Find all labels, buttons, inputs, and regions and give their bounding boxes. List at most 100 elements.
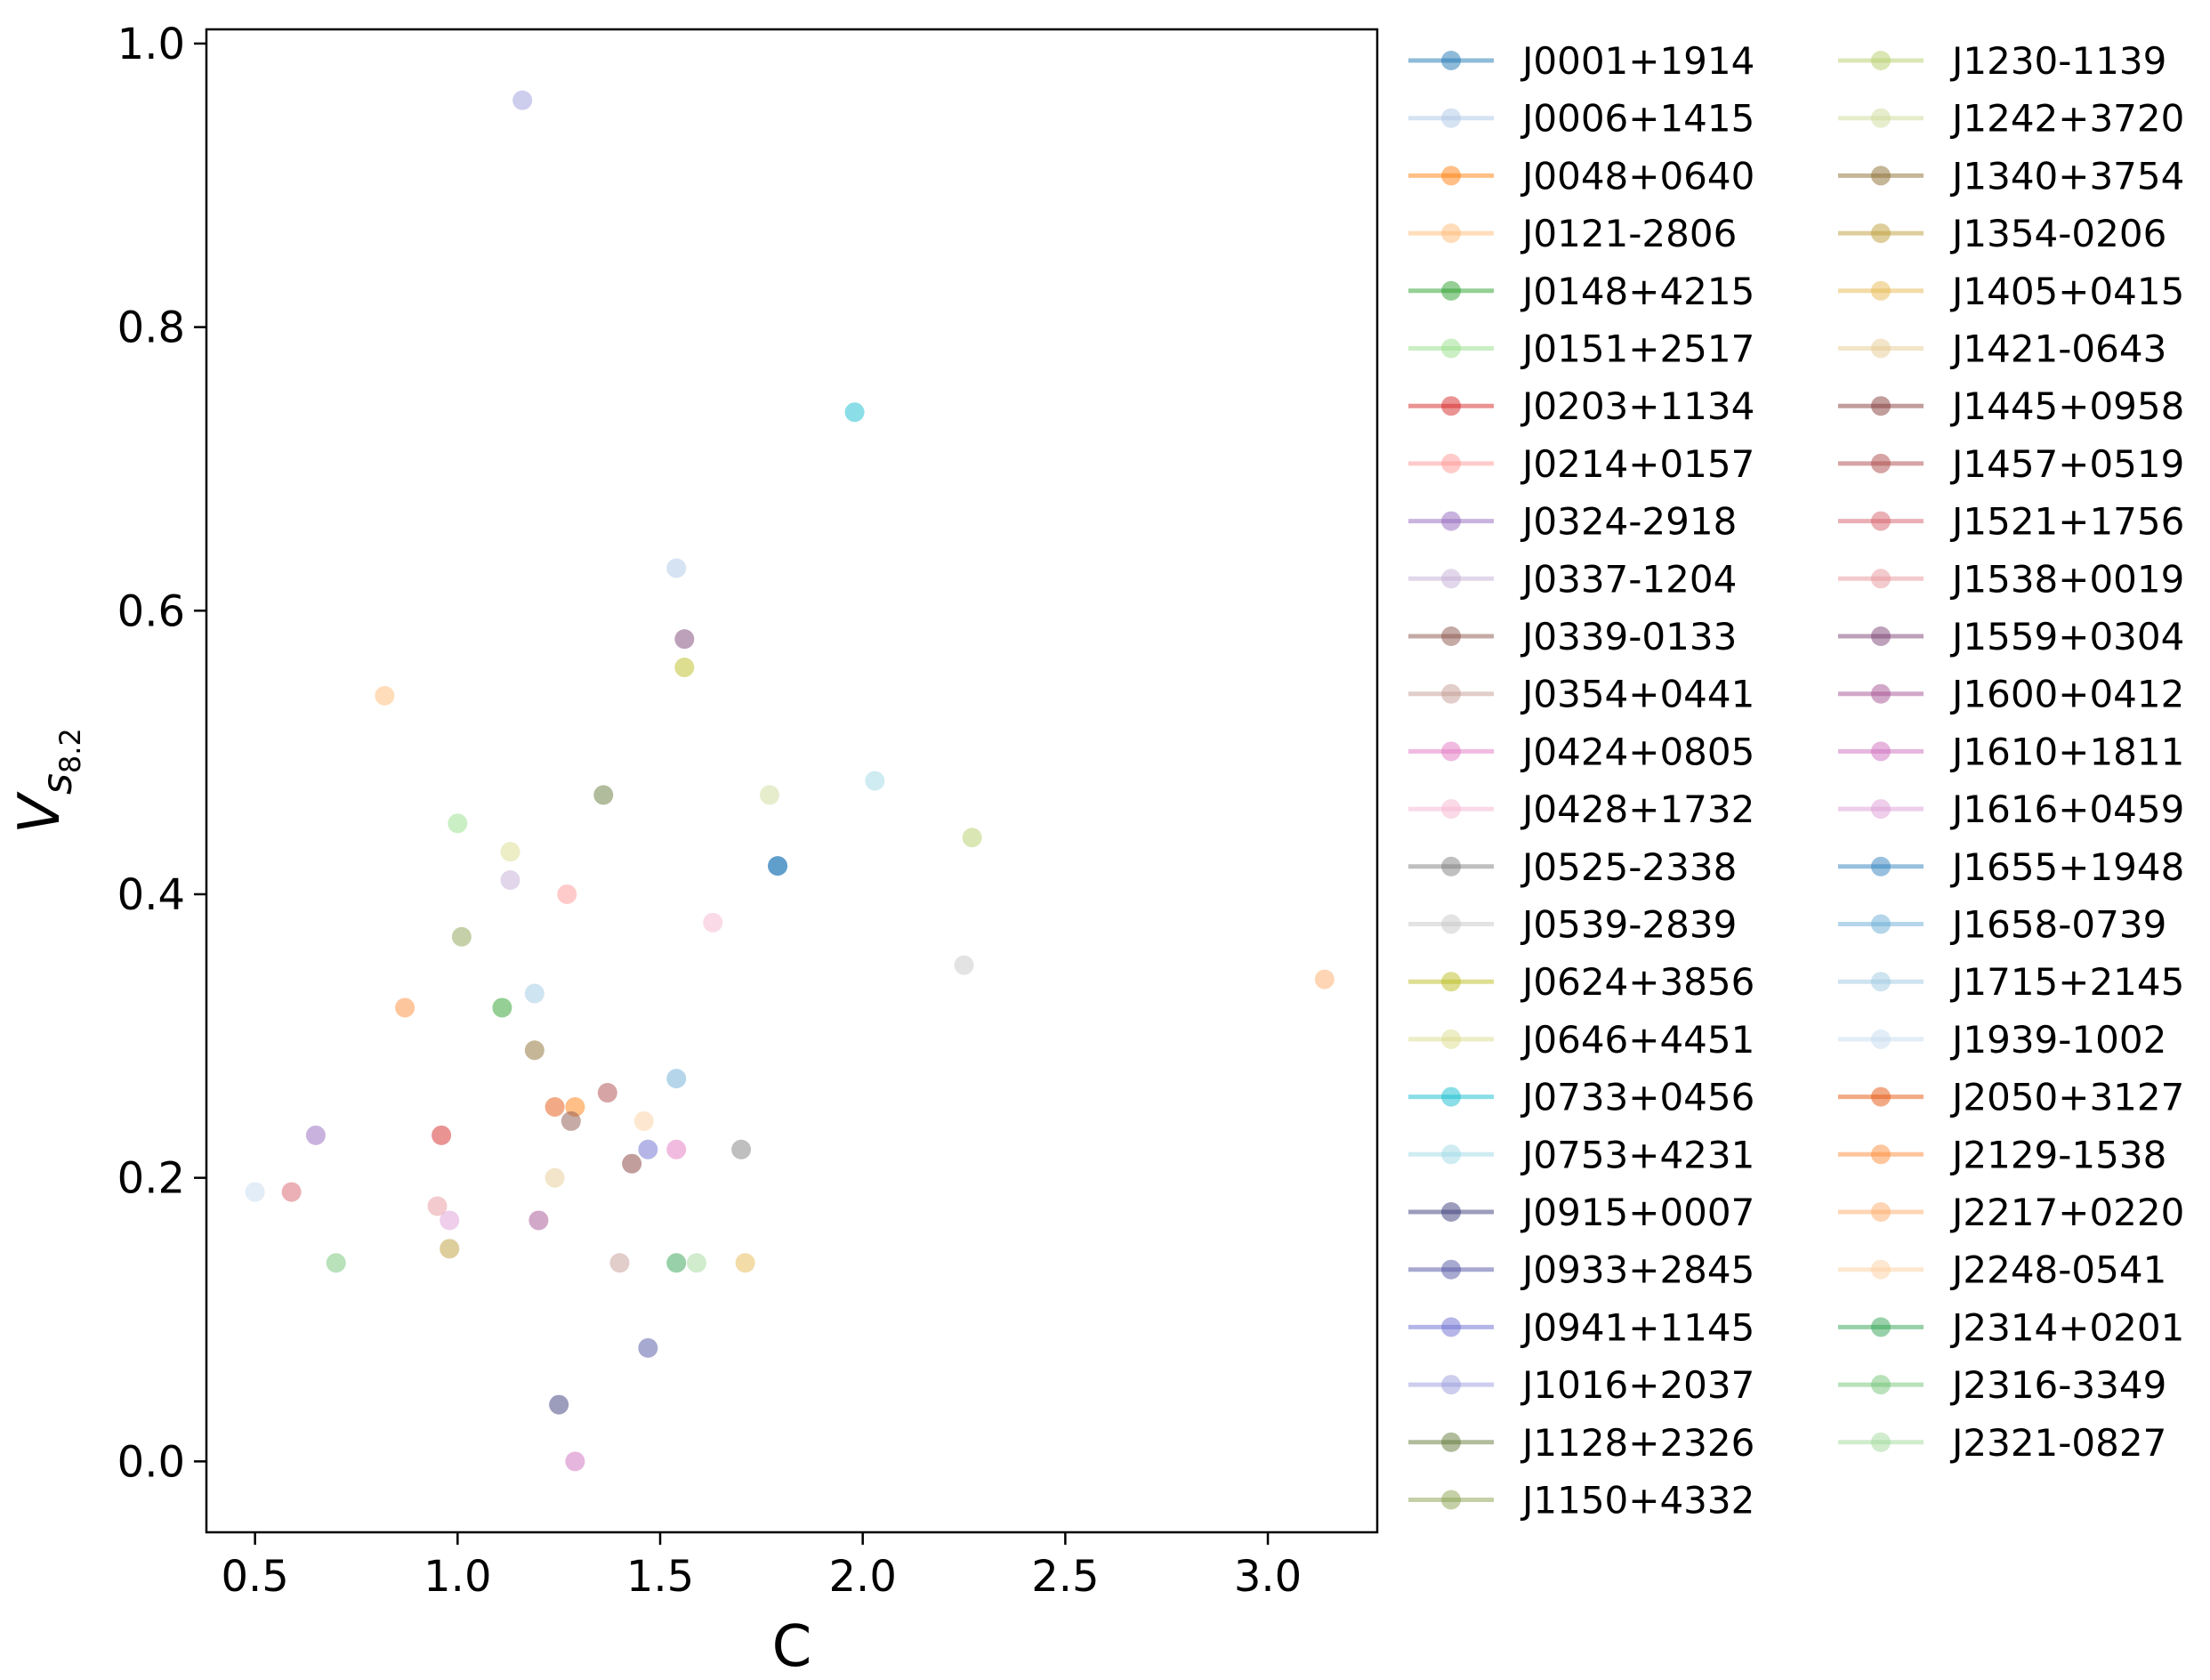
- data-point: [561, 1111, 581, 1131]
- legend-item: J2321-0827: [1838, 1421, 2166, 1465]
- x-tick-label: 2.5: [1031, 1552, 1099, 1602]
- legend-item: J0733+0456: [1408, 1076, 1754, 1119]
- legend-marker: [1871, 1259, 1891, 1280]
- legend-label: J0933+2845: [1520, 1248, 1754, 1292]
- legend-label: J1421-0643: [1949, 327, 2166, 371]
- legend-marker: [1871, 108, 1891, 128]
- legend-item: J2314+0201: [1838, 1305, 2184, 1349]
- legend-marker: [1871, 1375, 1891, 1395]
- legend-item: J2248-0541: [1838, 1248, 2166, 1292]
- y-tick-label: 0.2: [117, 1154, 185, 1204]
- data-point: [686, 1253, 706, 1273]
- legend-marker: [1441, 1202, 1461, 1222]
- legend-item: J1150+4332: [1408, 1479, 1754, 1522]
- data-point: [544, 1167, 565, 1188]
- legend-item: J2129-1538: [1838, 1133, 2166, 1176]
- legend-marker: [1441, 856, 1461, 876]
- legend-item: J0424+0805: [1408, 730, 1754, 773]
- data-point: [638, 1139, 658, 1159]
- legend-marker: [1871, 280, 1891, 301]
- legend-item: J2316-3349: [1838, 1363, 2166, 1407]
- data-point: [844, 402, 865, 423]
- y-axis-label-sub: s: [33, 773, 81, 795]
- legend-marker: [1871, 1317, 1891, 1337]
- legend-item: J1405+0415: [1838, 270, 2184, 313]
- legend-label: J0339-0133: [1520, 615, 1737, 658]
- data-point: [528, 1210, 549, 1231]
- data-point: [375, 685, 395, 706]
- data-point: [565, 1451, 585, 1472]
- legend-label: J0354+0441: [1520, 673, 1754, 716]
- legend-label: J1457+0519: [1949, 442, 2184, 486]
- legend-item: J0214+0157: [1408, 442, 1754, 486]
- legend-item: J0151+2517: [1408, 327, 1754, 371]
- legend-label: J2248-0541: [1949, 1248, 2166, 1292]
- data-point: [326, 1253, 346, 1273]
- legend-marker: [1871, 1029, 1891, 1049]
- y-tick-label: 0.6: [117, 586, 185, 636]
- legend-item: J0933+2845: [1408, 1248, 1754, 1292]
- legend-item: J2050+3127: [1838, 1076, 2184, 1119]
- data-point: [622, 1153, 642, 1174]
- legend-label: J0001+1914: [1520, 39, 1754, 83]
- legend-item: J1616+0459: [1838, 788, 2184, 831]
- legend-marker: [1871, 338, 1891, 359]
- legend-item: J1715+2145: [1838, 960, 2184, 1004]
- legend-marker: [1871, 223, 1891, 244]
- data-point: [432, 1125, 452, 1145]
- legend-label: J1445+0958: [1949, 384, 2184, 428]
- data-point: [451, 926, 472, 947]
- legend-marker: [1441, 396, 1461, 416]
- legend-item: J2217+0220: [1838, 1191, 2184, 1234]
- legend-item: J1230-1139: [1838, 39, 2166, 83]
- legend-label: J1616+0459: [1949, 788, 2184, 831]
- legend-marker: [1441, 1317, 1461, 1337]
- legend-item: J0646+4451: [1408, 1018, 1754, 1062]
- legend-item: J1521+1756: [1838, 500, 2184, 544]
- legend-item: J0121-2806: [1408, 212, 1737, 255]
- x-tick-label: 0.5: [221, 1552, 288, 1602]
- legend-item: J0148+4215: [1408, 270, 1754, 313]
- legend-marker: [1871, 511, 1891, 531]
- legend-item: J1421-0643: [1838, 327, 2166, 371]
- legend-item: J0624+3856: [1408, 960, 1754, 1004]
- legend-label: J0424+0805: [1520, 730, 1754, 773]
- legend-label: J0048+0640: [1520, 154, 1754, 198]
- legend-marker: [1871, 626, 1891, 646]
- legend-label: J1655+1948: [1949, 845, 2184, 889]
- legend-item: J0525-2338: [1408, 845, 1737, 889]
- y-tick-label: 0.4: [117, 870, 185, 920]
- legend-item: J1445+0958: [1838, 384, 2184, 428]
- legend-label: J1128+2326: [1520, 1421, 1754, 1465]
- legend-marker: [1441, 223, 1461, 244]
- legend-label: J0624+3856: [1520, 960, 1754, 1004]
- legend-marker: [1871, 569, 1891, 589]
- legend-item: J1128+2326: [1408, 1421, 1754, 1465]
- legend-marker: [1871, 683, 1891, 704]
- legend-marker: [1871, 396, 1891, 416]
- data-point: [557, 884, 577, 904]
- legend-label: J1610+1811: [1949, 730, 2184, 773]
- data-point: [735, 1253, 755, 1273]
- y-tick-label: 0.8: [117, 303, 185, 353]
- legend-marker: [1871, 914, 1891, 934]
- data-point: [440, 1239, 460, 1259]
- data-point: [524, 1040, 544, 1061]
- y-axis-label-subsub: 8.2: [53, 728, 87, 773]
- legend-marker: [1871, 51, 1891, 70]
- legend-label: J1230-1139: [1949, 39, 2166, 83]
- legend-label: J2129-1538: [1949, 1133, 2166, 1176]
- legend-item: J0339-0133: [1408, 615, 1737, 658]
- legend-item: J0001+1914: [1408, 39, 1754, 83]
- legend-item: J1658-0739: [1838, 903, 2166, 947]
- legend-label: J1559+0304: [1949, 615, 2184, 658]
- legend-item: J1354-0206: [1838, 212, 2166, 255]
- data-point: [674, 658, 695, 678]
- legend-marker: [1441, 626, 1461, 646]
- data-point: [666, 1253, 687, 1273]
- data-point: [609, 1253, 630, 1273]
- legend-item: J0941+1145: [1408, 1305, 1754, 1349]
- data-point: [954, 955, 974, 975]
- legend-marker: [1441, 166, 1461, 186]
- legend-item: J1559+0304: [1838, 615, 2184, 658]
